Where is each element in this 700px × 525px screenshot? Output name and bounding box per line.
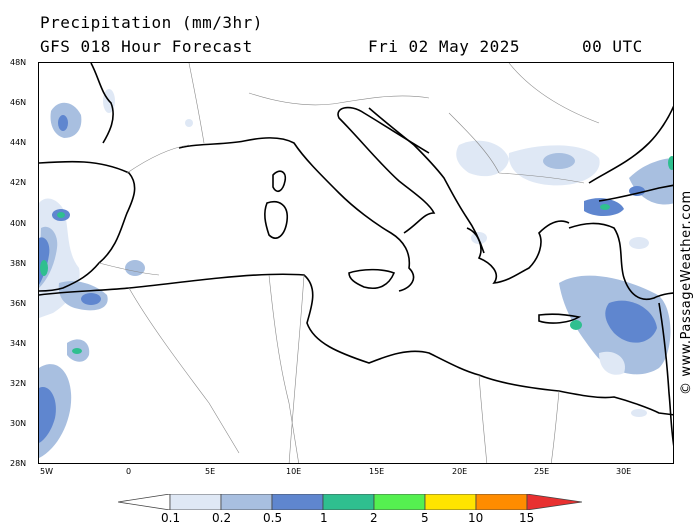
precip-cell bbox=[185, 119, 193, 127]
lat-label: 46N bbox=[10, 98, 27, 107]
legend-label: 0.5 bbox=[263, 511, 283, 525]
lon-label: 20E bbox=[452, 467, 468, 476]
precip-cell-green bbox=[40, 260, 48, 276]
precip-cell-green bbox=[570, 320, 582, 330]
border-line bbox=[268, 274, 299, 463]
coastline-layer bbox=[39, 63, 673, 447]
coastline-black-sea bbox=[588, 105, 673, 184]
border-line bbox=[498, 172, 585, 184]
border-line bbox=[478, 374, 488, 463]
precip-cell-green bbox=[57, 212, 65, 218]
lat-label: 44N bbox=[10, 138, 27, 147]
coastline-corsica bbox=[272, 170, 287, 193]
map-title: Precipitation (mm/3hr) bbox=[40, 13, 263, 32]
coastline-turkey-north bbox=[598, 184, 673, 202]
lon-label: 0 bbox=[126, 467, 132, 476]
border-line bbox=[508, 63, 600, 124]
map-canvas bbox=[39, 63, 673, 463]
precip-cell bbox=[629, 237, 649, 249]
border-line bbox=[248, 92, 430, 106]
coastline-sicily bbox=[348, 268, 396, 289]
legend-swatch bbox=[169, 494, 222, 510]
precip-cell bbox=[631, 409, 647, 417]
legend-swatch bbox=[271, 494, 324, 510]
coastline-greece bbox=[466, 220, 570, 285]
border-layer bbox=[98, 63, 600, 463]
coastline-iberia bbox=[39, 160, 136, 292]
precipitation-layer bbox=[39, 89, 673, 458]
forecast-subtitle: GFS 018 Hour Forecast bbox=[40, 37, 253, 56]
precip-cell bbox=[81, 293, 101, 305]
lon-label: 5W bbox=[40, 467, 53, 476]
precip-area-levant-core bbox=[605, 300, 657, 343]
legend-label: 10 bbox=[468, 511, 484, 525]
legend-swatch bbox=[322, 494, 375, 510]
coastline-crete bbox=[538, 313, 582, 324]
lat-label: 36N bbox=[10, 299, 27, 308]
border-line bbox=[188, 63, 205, 144]
lat-label: 30N bbox=[10, 419, 27, 428]
coastline-north-africa bbox=[39, 273, 673, 416]
coastline-levant bbox=[658, 302, 673, 447]
legend-swatch bbox=[220, 494, 273, 510]
legend-label: 15 bbox=[519, 511, 535, 525]
border-line bbox=[98, 262, 160, 276]
legend-label: 5 bbox=[421, 511, 429, 525]
lat-label: 48N bbox=[10, 58, 27, 67]
lon-label: 15E bbox=[369, 467, 385, 476]
lon-label: 5E bbox=[205, 467, 216, 476]
precip-cell-green bbox=[72, 348, 82, 354]
border-line bbox=[288, 274, 305, 463]
forecast-time: 00 UTC bbox=[582, 37, 643, 56]
lon-label: 30E bbox=[616, 467, 632, 476]
precip-area-cyprus bbox=[599, 351, 625, 375]
border-line bbox=[126, 144, 190, 174]
lat-label: 32N bbox=[10, 379, 27, 388]
precip-cell bbox=[125, 260, 145, 276]
coastline-france-italy bbox=[178, 137, 415, 292]
legend-arrow-left bbox=[118, 494, 171, 510]
coastline-sardinia bbox=[264, 201, 289, 239]
precip-area-black-sea bbox=[629, 158, 673, 205]
legend-label: 2 bbox=[370, 511, 378, 525]
precip-area-morocco-core bbox=[39, 387, 56, 443]
precip-area-balkans bbox=[456, 140, 509, 177]
border-line bbox=[128, 287, 240, 454]
legend-arrow-right bbox=[526, 494, 582, 510]
lat-label: 34N bbox=[10, 339, 27, 348]
precip-cell-green bbox=[668, 156, 673, 170]
lat-label: 42N bbox=[10, 178, 27, 187]
legend-label: 0.1 bbox=[161, 511, 181, 525]
coastline-france-atlantic bbox=[90, 63, 114, 144]
precip-cell bbox=[58, 115, 68, 131]
lon-label: 25E bbox=[534, 467, 550, 476]
legend-label: 0.2 bbox=[212, 511, 232, 525]
lat-label: 38N bbox=[10, 259, 27, 268]
precip-cell bbox=[543, 153, 575, 169]
precipitation-map bbox=[38, 62, 674, 464]
coastline-turkey bbox=[568, 222, 673, 300]
lat-label: 28N bbox=[10, 459, 27, 468]
precip-colorbar bbox=[118, 494, 582, 510]
coastline-adriatic-east bbox=[368, 107, 485, 254]
legend-swatch bbox=[424, 494, 477, 510]
border-line bbox=[550, 390, 560, 463]
precip-cell-green bbox=[600, 204, 610, 210]
legend-label: 1 bbox=[320, 511, 328, 525]
forecast-date: Fri 02 May 2025 bbox=[368, 37, 520, 56]
lat-label: 40N bbox=[10, 219, 27, 228]
coastline-italy-east bbox=[337, 106, 436, 234]
legend-swatch bbox=[475, 494, 528, 510]
website-credit: © www.PassageWeather.com bbox=[679, 190, 694, 395]
lon-label: 10E bbox=[286, 467, 302, 476]
border-line bbox=[448, 112, 500, 174]
legend-swatch bbox=[373, 494, 426, 510]
